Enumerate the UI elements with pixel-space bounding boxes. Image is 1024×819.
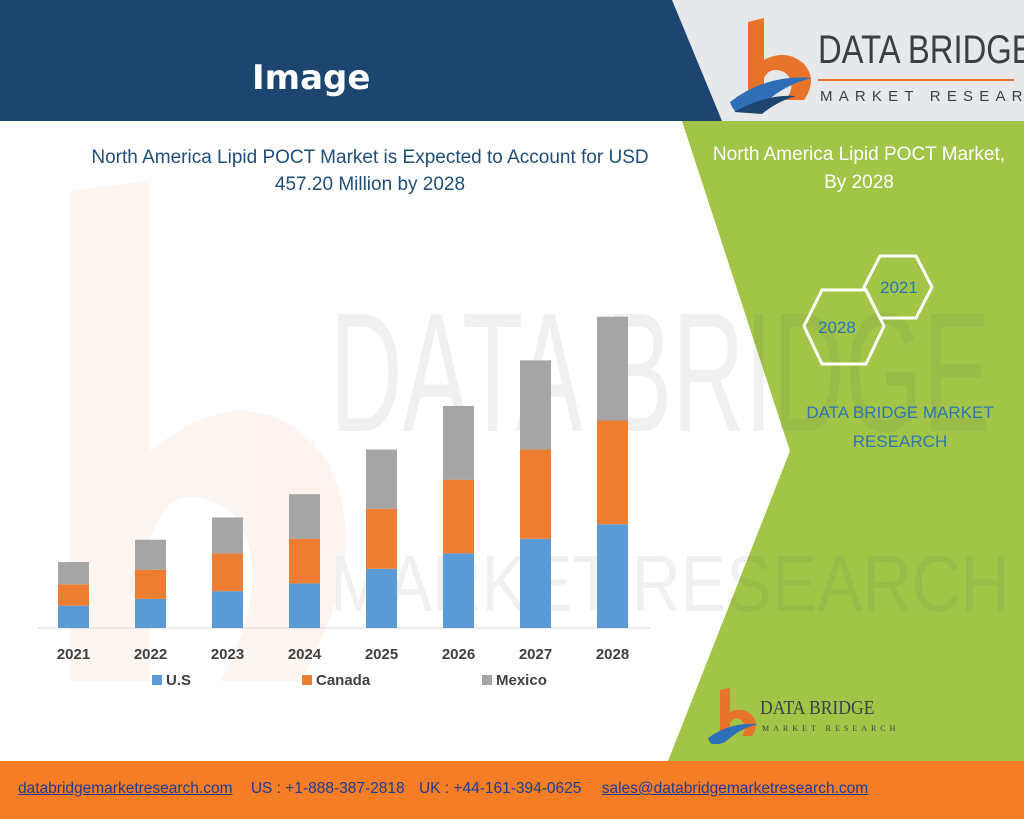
side-panel-title: North America Lipid POCT Market, By 2028	[712, 144, 1006, 193]
bar-canada-2025	[366, 508, 397, 569]
x-tick-label: 2023	[211, 646, 244, 663]
footer-contacts: databridgemarketresearch.com US : +1-888…	[18, 780, 1018, 798]
footer-website-link[interactable]: databridgemarketresearch.com	[18, 780, 233, 797]
bar-us-2023	[212, 591, 243, 628]
bar-us-2028	[597, 524, 628, 628]
footer-bar: databridgemarketresearch.com US : +1-888…	[0, 761, 1024, 819]
bar-us-2027	[520, 538, 551, 628]
chart-title: North America Lipid POCT Market is Expec…	[91, 147, 649, 195]
bar-us-2022	[135, 598, 166, 628]
small-logo-tagline: MARKET RESEARCH	[762, 724, 900, 733]
bar-us-2021	[58, 605, 89, 628]
legend-label: Mexico	[496, 672, 547, 689]
x-tick-label: 2022	[134, 646, 167, 663]
bar-canada-2023	[212, 553, 243, 592]
bar-canada-2021	[58, 584, 89, 606]
small-logo-icon	[708, 688, 758, 744]
legend-swatch	[152, 675, 162, 685]
hex-label-2028: 2028	[818, 318, 856, 337]
footer-us-phone: US : +1-888-387-2818	[250, 780, 405, 797]
legend-label: Canada	[316, 672, 371, 689]
bar-mexico-2021	[58, 562, 89, 585]
logo-rule	[818, 79, 1014, 81]
bar-canada-2027	[520, 449, 551, 539]
bar-mexico-2028	[597, 316, 628, 421]
legend-swatch	[482, 675, 492, 685]
x-tick-label: 2027	[519, 646, 552, 663]
stacked-bar-chart: 2021 2022 2023 2024 2025 2026 2027 2028 U.S Cana…	[38, 316, 650, 689]
logo-tagline: MARKET RESEARCH	[820, 88, 1024, 105]
bar-canada-2022	[135, 569, 166, 599]
hexagon-right-icon	[862, 254, 934, 320]
small-logo-name: DATA BRIDGE	[760, 697, 875, 719]
hexagon-icons	[802, 254, 934, 366]
bar-mexico-2025	[366, 449, 397, 509]
bar-mexico-2026	[443, 405, 474, 480]
x-tick-label: 2021	[57, 646, 90, 663]
legend-swatch	[302, 675, 312, 685]
bar-mexico-2027	[520, 360, 551, 450]
bar-us-2026	[443, 553, 474, 628]
bar-mexico-2024	[289, 494, 320, 539]
x-tick-label: 2026	[442, 646, 475, 663]
bar-us-2024	[289, 583, 320, 628]
data-bridge-logo-icon	[730, 18, 812, 114]
legend-label: U.S	[166, 672, 191, 689]
bar-mexico-2023	[212, 517, 243, 554]
x-tick-label: 2028	[596, 646, 629, 663]
x-tick-label: 2024	[288, 646, 322, 663]
footer-uk-phone: UK : +44-161-394-0625	[418, 780, 582, 797]
page-title: Image	[252, 58, 371, 98]
bar-canada-2028	[597, 420, 628, 525]
side-panel-brand: DATA BRIDGE MARKET RESEARCH	[806, 403, 994, 451]
footer-email-link[interactable]: sales@databridgemarketresearch.com	[601, 780, 869, 797]
logo-name: DATA BRIDGE	[818, 28, 1024, 72]
hex-label-2021: 2021	[880, 278, 918, 297]
bar-canada-2024	[289, 538, 320, 584]
side-panel-background	[668, 121, 1024, 761]
x-tick-label: 2025	[365, 646, 398, 663]
bar-us-2025	[366, 568, 397, 628]
bar-canada-2026	[443, 479, 474, 554]
bar-mexico-2022	[135, 539, 166, 570]
header-band	[0, 0, 1024, 121]
